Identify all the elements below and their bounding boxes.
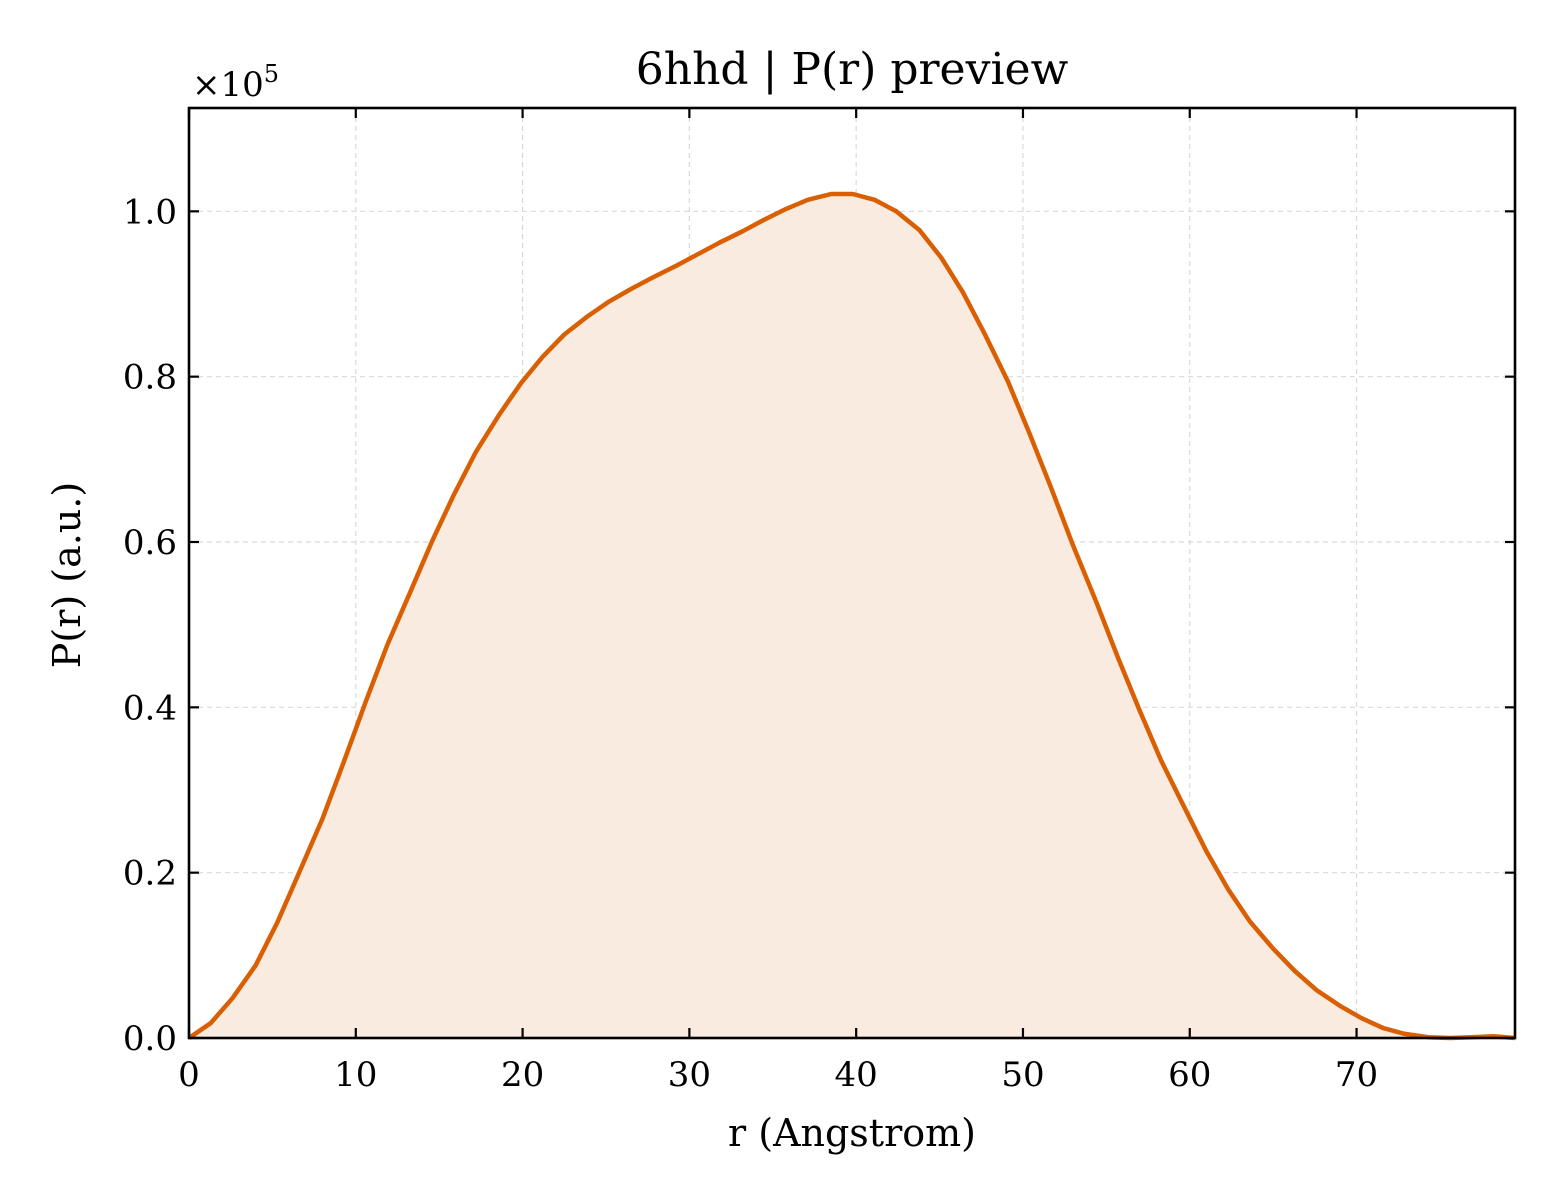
y-axis-multiplier-exponent: 5 bbox=[264, 60, 279, 88]
y-axis-label: P(r) (a.u.) bbox=[45, 482, 89, 668]
x-tick-label: 20 bbox=[501, 1055, 544, 1095]
x-tick-label: 0 bbox=[178, 1055, 200, 1095]
x-tick-label: 70 bbox=[1335, 1055, 1378, 1095]
pr-area-fill bbox=[189, 194, 1515, 1038]
y-tick-label: 1.0 bbox=[123, 192, 177, 232]
x-axis-label: r (Angstrom) bbox=[728, 1111, 976, 1155]
plot-frame bbox=[187, 106, 1517, 1040]
x-tick-label: 30 bbox=[668, 1055, 711, 1095]
x-tick-label: 40 bbox=[835, 1055, 878, 1095]
y-tick-label: 0.0 bbox=[123, 1019, 177, 1059]
x-tick-label: 50 bbox=[1001, 1055, 1044, 1095]
y-tick-label: 0.6 bbox=[123, 523, 177, 563]
y-tick-label: 0.4 bbox=[123, 688, 177, 728]
y-axis-multiplier-base: ×10 bbox=[192, 65, 264, 105]
pr-series-line bbox=[187, 191, 1516, 1041]
ticks-layer: 0 10 20 30 40 50 60 70 0.0 0.2 0.4 0.6 0.8 1.0 bbox=[123, 108, 1515, 1095]
y-tick-label: 0.8 bbox=[123, 358, 177, 398]
x-tick-label: 10 bbox=[334, 1055, 377, 1095]
x-tick-label: 60 bbox=[1168, 1055, 1211, 1095]
chart-title: 6hhd | P(r) preview bbox=[636, 44, 1069, 95]
y-tick-label: 0.2 bbox=[123, 854, 177, 894]
y-axis-multiplier: ×105 bbox=[192, 60, 279, 105]
